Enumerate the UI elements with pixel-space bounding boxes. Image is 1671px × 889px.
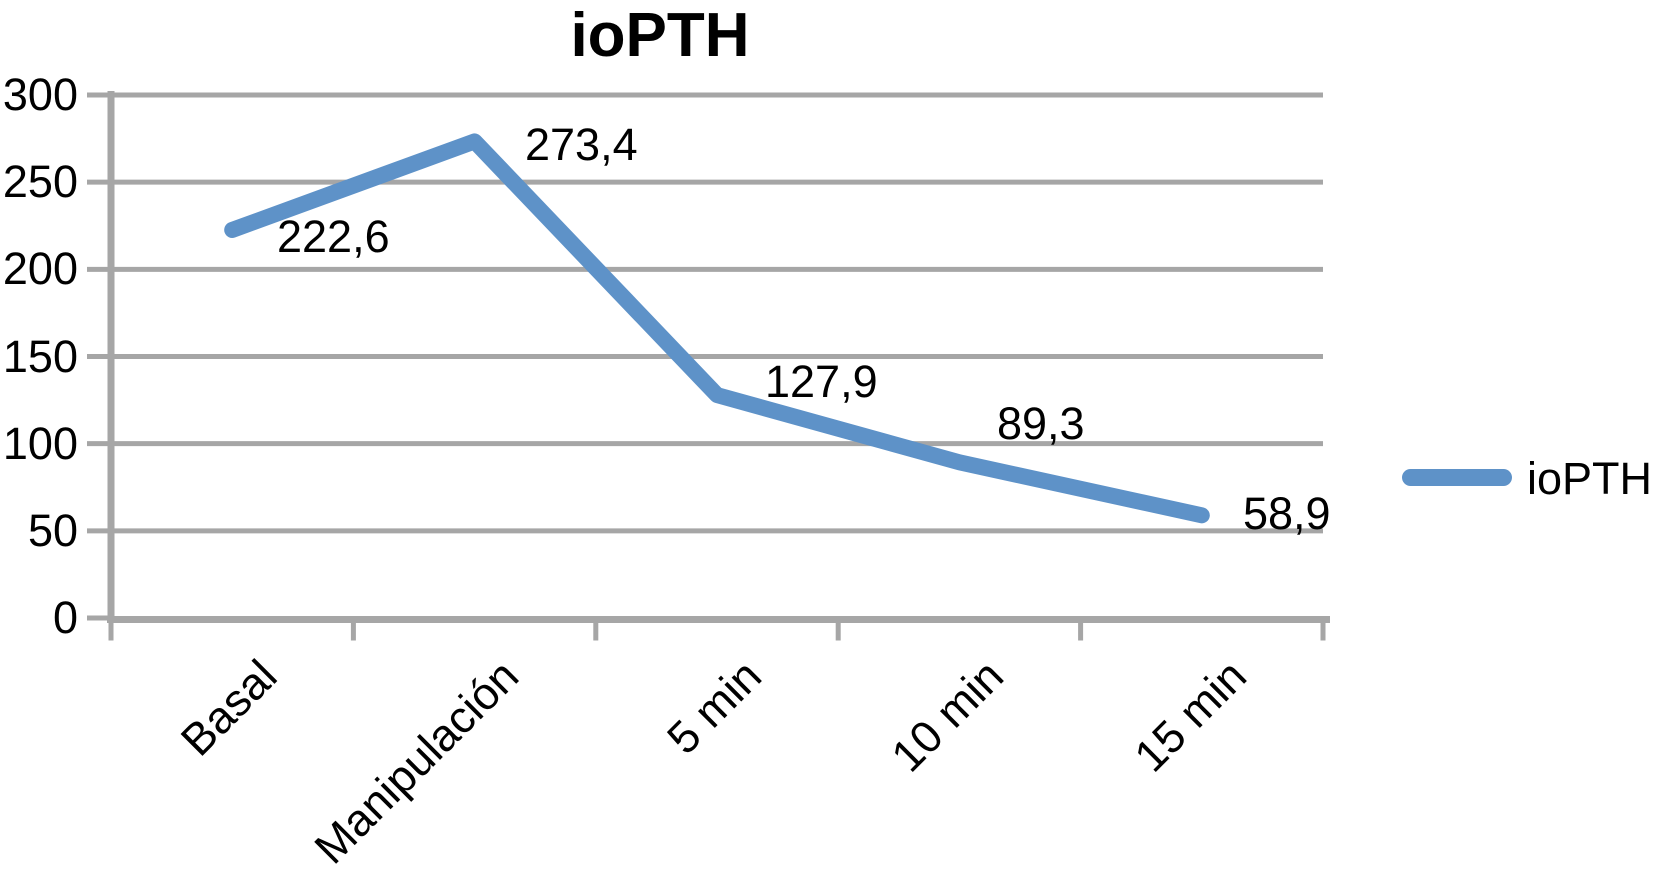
data-label: 273,4 (525, 119, 638, 170)
legend-label: ioPTH (1527, 453, 1653, 504)
y-tick-label: 300 (2, 69, 78, 120)
data-label: 58,9 (1243, 488, 1331, 539)
chart-title: ioPTH (570, 1, 750, 70)
data-label: 89,3 (997, 398, 1085, 449)
series-line-iopth (224, 133, 1210, 524)
y-tick-label: 250 (2, 156, 78, 208)
data-label: 127,9 (765, 356, 878, 407)
data-label: 222,6 (277, 211, 390, 262)
y-tick-label: 50 (27, 504, 78, 556)
legend-line-swatch (1402, 469, 1512, 486)
y-tick-label: 200 (2, 243, 78, 295)
y-tick-label: 0 (52, 592, 78, 643)
y-tick-label: 150 (2, 330, 78, 382)
y-tick-label: 100 (2, 417, 78, 469)
